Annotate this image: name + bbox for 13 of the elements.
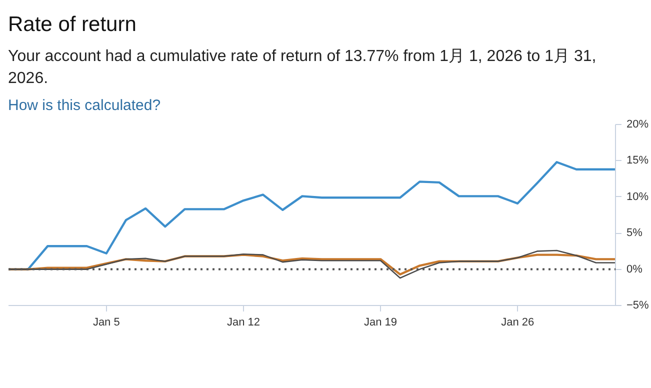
x-tick-label: Jan 26 [501, 316, 534, 329]
y-tick-label: 15% [626, 154, 649, 167]
text: How is this calculated? [8, 96, 161, 116]
x-tick-label: Jan 5 [92, 316, 120, 329]
y-tick-label: 20% [626, 118, 649, 131]
y-tick-label: −5% [626, 300, 650, 312]
chart-subtitle: Your account had a cumulative rate of return of 13.77% from 1月 1, 2026 to 1月 31, 2026. [8, 47, 598, 90]
y-tick-label: 5% [626, 227, 643, 240]
x-tick-label: Jan 19 [364, 316, 398, 329]
x-tick-label: Jan 12 [226, 316, 260, 329]
chart-title: Rate of return [8, 12, 136, 38]
y-tick-label: 10% [626, 191, 649, 204]
y-tick-label: 0% [626, 264, 643, 276]
